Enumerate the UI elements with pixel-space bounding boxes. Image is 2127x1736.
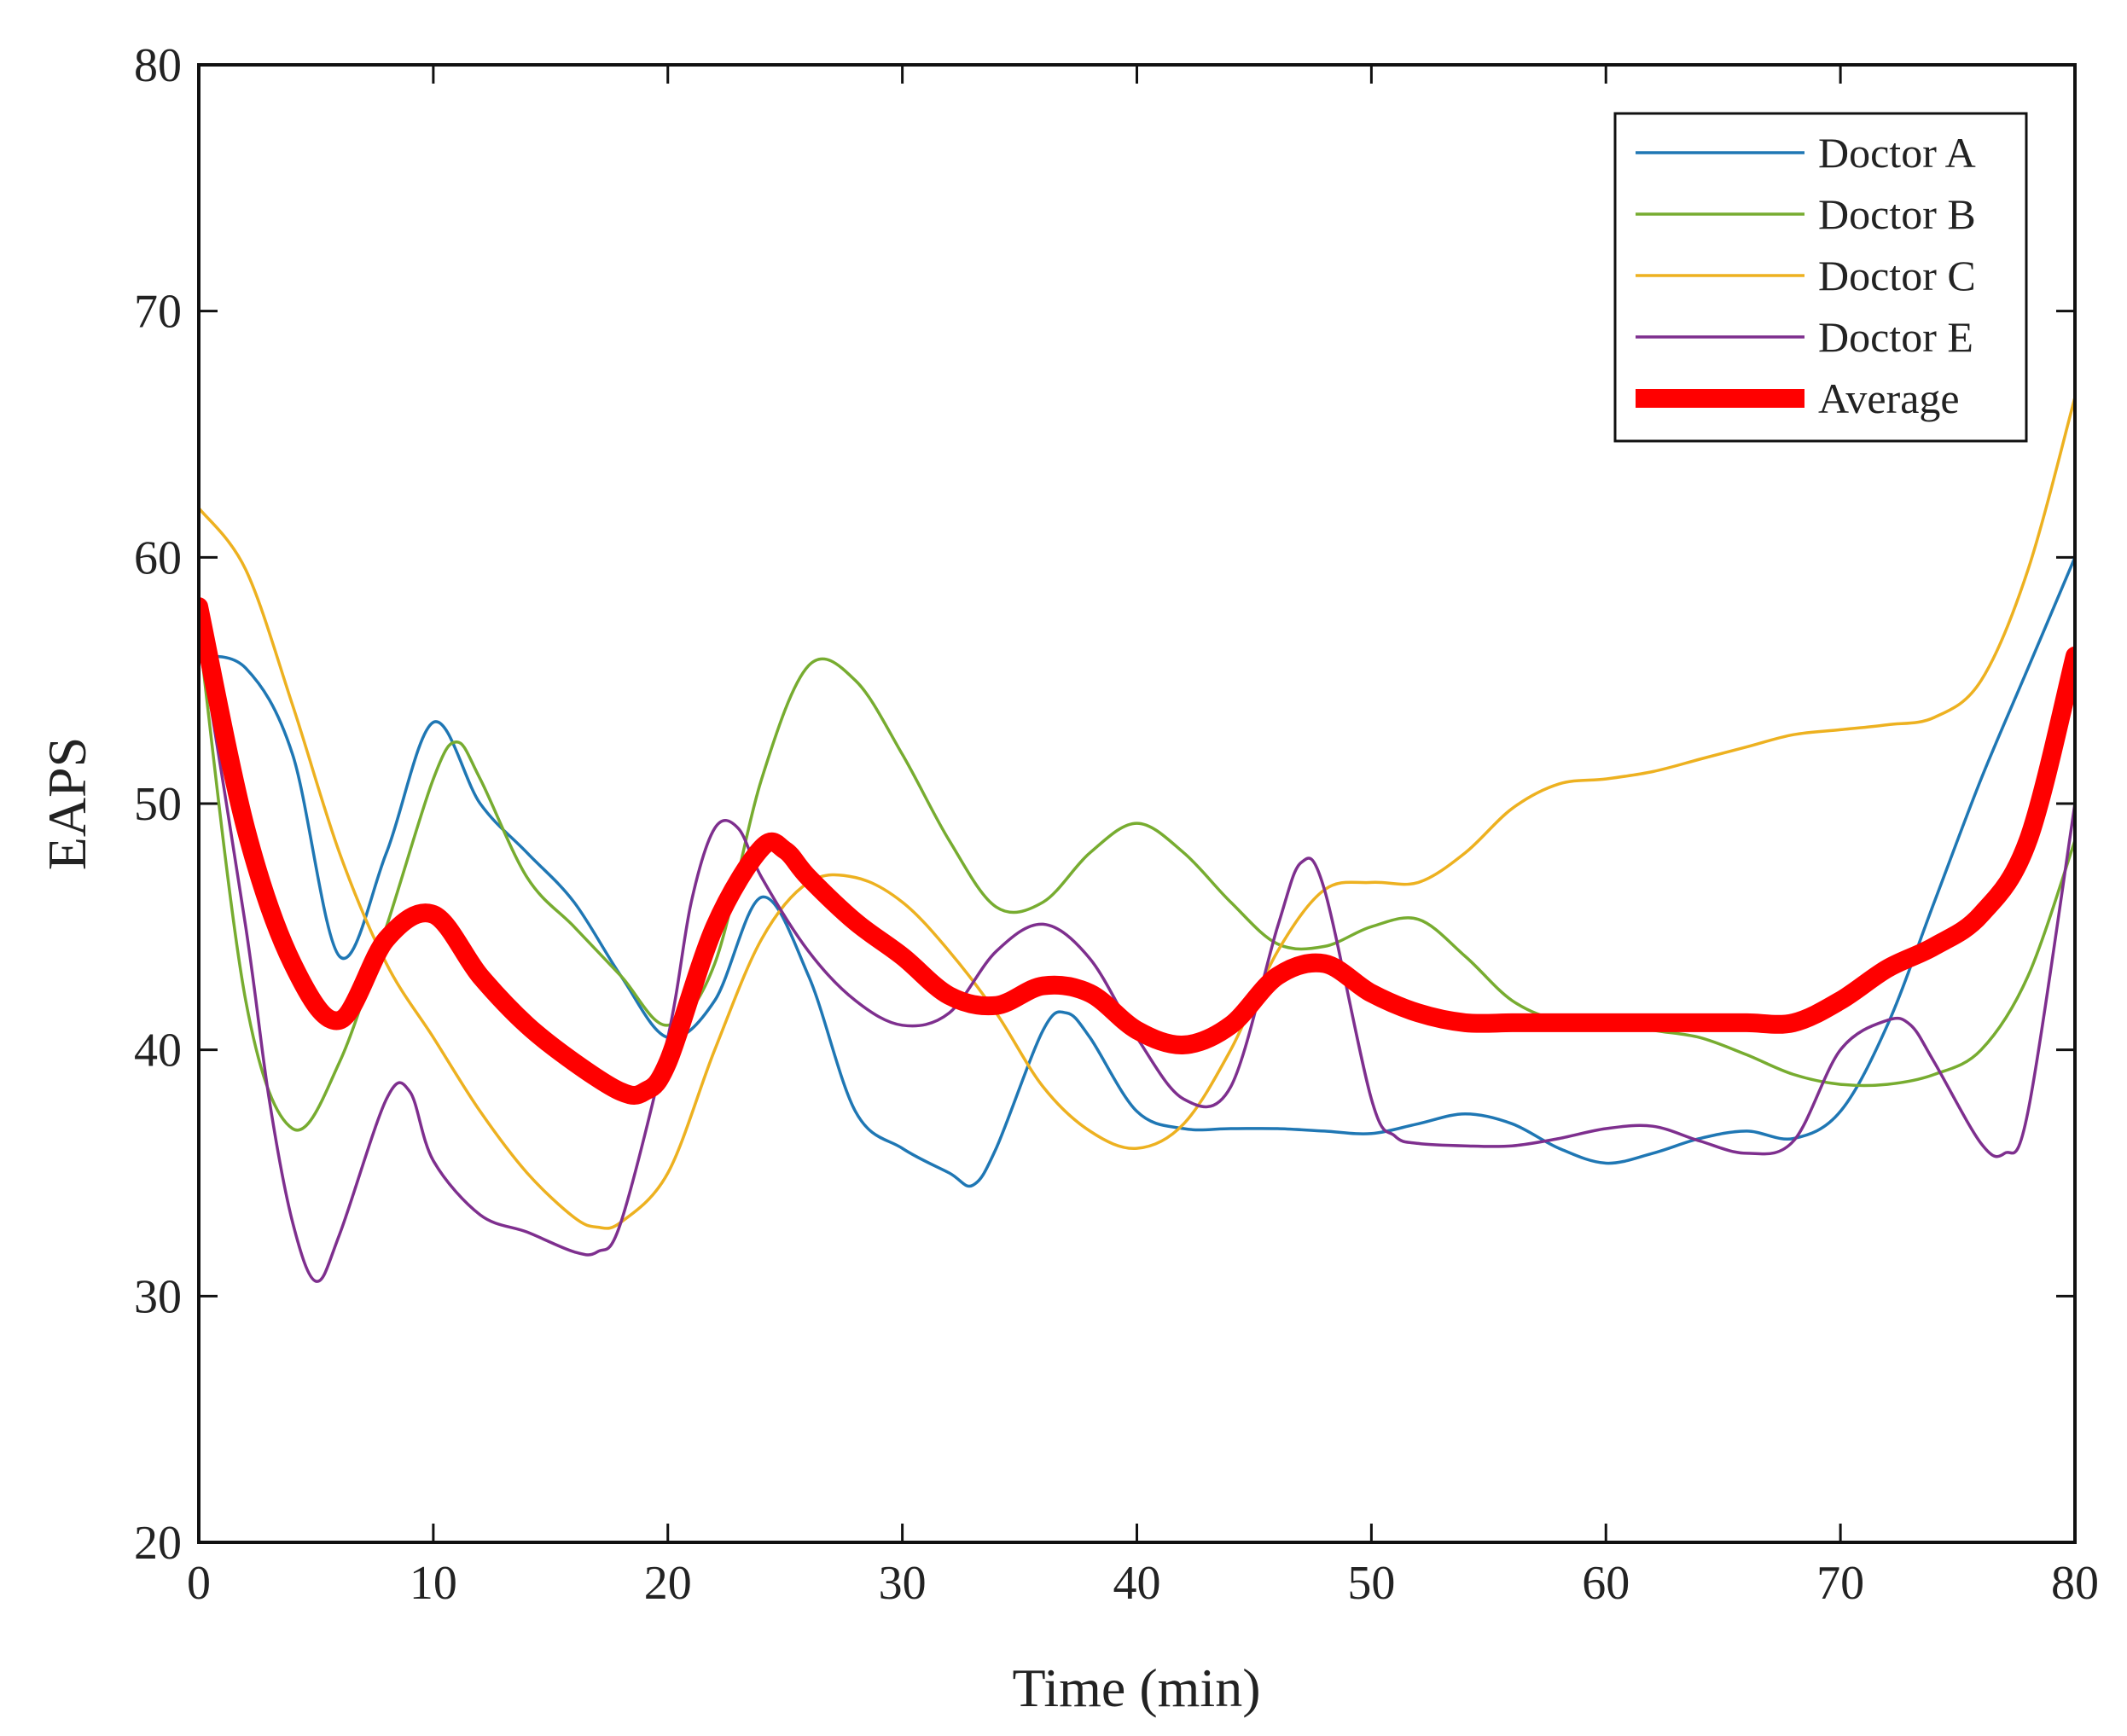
x-tick-label: 80 (2051, 1557, 2099, 1610)
x-axis-label: Time (min) (1013, 1658, 1261, 1718)
legend-label-doctor-e: Doctor E (1818, 313, 1973, 361)
series-line-doctor-c (199, 395, 2075, 1230)
x-tick-label: 40 (1113, 1557, 1161, 1610)
y-tick-label: 70 (134, 286, 182, 339)
x-tick-label: 50 (1347, 1557, 1395, 1610)
x-tick-label: 30 (879, 1557, 927, 1610)
series-line-average (199, 597, 2075, 1106)
y-tick-label: 40 (134, 1025, 182, 1077)
x-tick-label: 70 (1816, 1557, 1864, 1610)
plot-frame (197, 63, 2077, 1544)
legend-label-average: Average (1818, 374, 1960, 422)
y-tick-label: 80 (134, 39, 182, 92)
x-tick-label: 20 (644, 1557, 692, 1610)
series-lines (199, 395, 2075, 1283)
series-line-doctor-b (199, 630, 2075, 1132)
series-line-doctor-a (199, 555, 2075, 1188)
y-tick-label: 30 (134, 1270, 182, 1323)
legend-label-doctor-a: Doctor A (1818, 129, 1976, 177)
x-tick-label: 0 (187, 1557, 211, 1610)
y-axis-label: EAPS (37, 737, 97, 871)
y-tick-label: 60 (134, 531, 182, 584)
series-line-doctor-e (199, 630, 2075, 1283)
y-tick-label: 20 (134, 1517, 182, 1570)
legend: Doctor A Doctor B Doctor C Doctor E Average (1613, 112, 2028, 443)
y-tick-label: 50 (134, 778, 182, 831)
legend-label-doctor-b: Doctor B (1818, 190, 1976, 238)
legend-label-doctor-c: Doctor C (1818, 252, 1976, 299)
x-tick-label: 60 (1582, 1557, 1630, 1610)
legend-box (1613, 112, 2028, 443)
axis-ticks: 0 10 20 30 40 50 60 70 80 20 30 40 50 60 70 80 (134, 39, 2099, 1610)
x-tick-label: 10 (410, 1557, 457, 1610)
